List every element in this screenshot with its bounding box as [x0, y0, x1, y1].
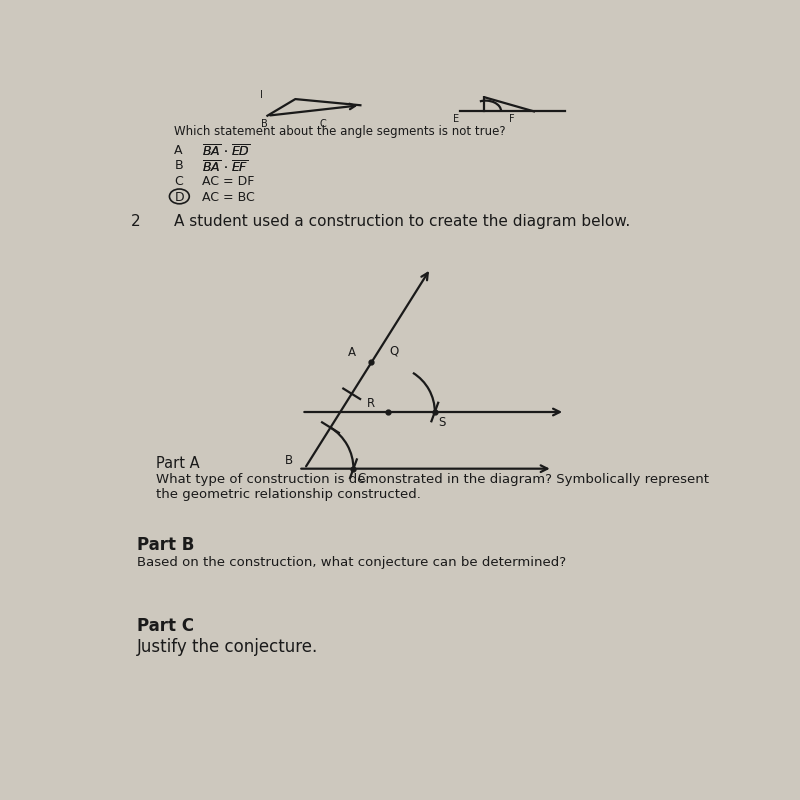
- Text: 2: 2: [131, 214, 141, 230]
- Text: A student used a construction to create the diagram below.: A student used a construction to create …: [174, 214, 630, 230]
- Text: B: B: [174, 159, 183, 173]
- Text: S: S: [438, 416, 446, 429]
- Text: I: I: [260, 90, 262, 100]
- Text: AC = DF: AC = DF: [202, 175, 254, 188]
- Text: R: R: [366, 397, 374, 410]
- Text: What type of construction is demonstrated in the diagram? Symbolically represent: What type of construction is demonstrate…: [156, 473, 709, 501]
- Text: $\overline{BA}$ ⋅ $\overline{EF}$: $\overline{BA}$ ⋅ $\overline{EF}$: [202, 159, 249, 175]
- Text: F: F: [510, 114, 515, 125]
- Text: B: B: [261, 118, 267, 129]
- Text: A: A: [174, 144, 183, 157]
- Text: E: E: [454, 114, 459, 125]
- Text: Justify the conjecture.: Justify the conjecture.: [138, 638, 318, 656]
- Text: AC = BC: AC = BC: [202, 191, 255, 205]
- Text: Part B: Part B: [138, 537, 194, 554]
- Text: C: C: [174, 175, 183, 188]
- Text: Part C: Part C: [138, 617, 194, 634]
- Text: $\overline{BA}$ ⋅ $\overline{ED}$: $\overline{BA}$ ⋅ $\overline{ED}$: [202, 144, 251, 160]
- Text: D: D: [174, 191, 184, 205]
- Text: Based on the construction, what conjecture can be determined?: Based on the construction, what conjectu…: [138, 556, 566, 569]
- Text: Part A: Part A: [156, 456, 199, 471]
- Text: B: B: [286, 454, 294, 467]
- Text: $\overline{BA}$ ⋅ $\overline{EF}$: $\overline{BA}$ ⋅ $\overline{EF}$: [202, 159, 249, 175]
- Text: Which statement about the angle segments is not true?: Which statement about the angle segments…: [174, 125, 506, 138]
- Text: A: A: [348, 346, 356, 358]
- Text: C: C: [357, 472, 366, 486]
- Text: $\overline{BA}$ ⋅ $\overline{ED}$: $\overline{BA}$ ⋅ $\overline{ED}$: [202, 144, 251, 160]
- Text: C: C: [320, 118, 326, 129]
- Text: Q: Q: [390, 345, 398, 358]
